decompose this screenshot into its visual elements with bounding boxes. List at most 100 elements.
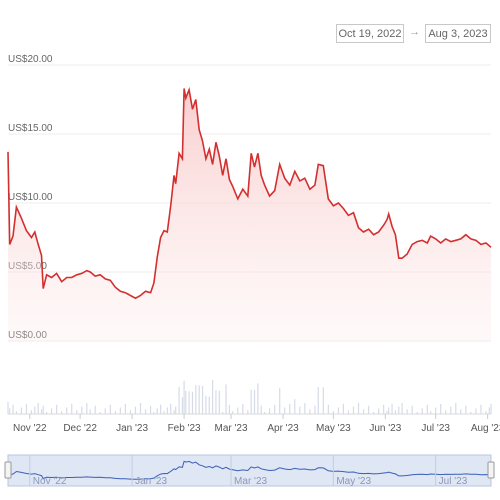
- navigator-window: [7, 454, 492, 487]
- volume-bar: [134, 406, 137, 414]
- volume-bar: [76, 410, 78, 414]
- volume-bar: [232, 411, 234, 414]
- volume-bar: [153, 412, 155, 414]
- volume-bar: [279, 388, 281, 414]
- volume-bar: [450, 406, 452, 414]
- volume-bar: [30, 410, 33, 414]
- x-tick-label: Jun '23: [369, 423, 401, 434]
- volume-bar: [250, 389, 252, 414]
- volume-bar: [9, 408, 11, 414]
- volume-bar: [104, 408, 106, 414]
- volume-bar: [215, 390, 217, 414]
- x-tick-label: Aug '23: [471, 423, 500, 434]
- y-tick-label: US$20.00: [8, 54, 53, 65]
- volume-bar: [416, 412, 418, 414]
- volume-bar: [373, 412, 375, 414]
- volume-bar: [71, 403, 73, 414]
- volume-bar: [294, 399, 296, 414]
- volume-bar: [430, 411, 432, 414]
- volume-bar: [314, 405, 316, 414]
- volume-bar: [242, 403, 244, 414]
- volume-bar: [66, 407, 68, 414]
- volume-bar: [383, 404, 385, 414]
- x-tick-label: Jan '23: [116, 423, 148, 434]
- volume-bar: [470, 412, 472, 414]
- volume-bar: [20, 407, 23, 414]
- volume-bar: [455, 403, 457, 414]
- volume-bar: [460, 409, 462, 414]
- volume-bar: [309, 409, 311, 414]
- volume-bar: [195, 385, 197, 414]
- volume-bar: [185, 391, 187, 414]
- volume-bar: [201, 385, 204, 414]
- date-range-start[interactable]: Oct 19, 2022: [336, 24, 404, 43]
- volume-bar: [269, 408, 271, 414]
- volume-bar: [398, 406, 400, 414]
- volume-bar: [299, 406, 301, 414]
- volume-bar: [183, 380, 185, 414]
- volume-bar: [139, 403, 142, 414]
- volume-bar: [51, 408, 53, 414]
- volume-bar: [15, 411, 17, 414]
- navigator-left-handle[interactable]: [4, 461, 12, 479]
- volume-bar: [440, 403, 442, 414]
- volume-bar: [347, 410, 350, 414]
- volume-bar: [367, 405, 370, 414]
- volume-bar: [156, 408, 158, 414]
- volume-bar: [304, 403, 306, 414]
- navigator-tick-label: Nov '22: [33, 476, 67, 487]
- volume-bar: [40, 409, 43, 414]
- date-range-end[interactable]: Aug 3, 2023: [425, 24, 491, 43]
- navigator-tick-label: Jan '23: [135, 476, 167, 487]
- navigator-right-handle[interactable]: [487, 461, 495, 479]
- volume-bar: [247, 410, 249, 414]
- volume-bar: [352, 406, 355, 414]
- volume-bar: [490, 403, 492, 414]
- volume-bar: [362, 409, 365, 414]
- x-tick-label: Dec '22: [63, 423, 97, 434]
- volume-bar: [99, 412, 101, 414]
- volume-bar: [124, 403, 126, 414]
- volume-bar: [89, 409, 91, 414]
- volume-bars: [7, 380, 492, 414]
- x-tick-label: Jul '23: [421, 423, 450, 434]
- x-tick-label: Nov '22: [13, 423, 47, 434]
- volume-bar: [357, 403, 360, 414]
- volume-bar: [205, 396, 207, 414]
- x-tick-label: Mar '23: [215, 423, 248, 434]
- volume-bar: [170, 403, 172, 414]
- volume-bar: [94, 405, 96, 414]
- x-tick-label: May '23: [316, 423, 351, 434]
- volume-bar: [114, 411, 116, 414]
- volume-bar: [181, 397, 184, 414]
- volume-bar: [388, 407, 390, 414]
- volume-bar: [289, 403, 291, 414]
- price-line: [7, 86, 492, 300]
- volume-bar: [406, 409, 408, 414]
- volume-bar: [12, 404, 14, 414]
- volume-bar: [61, 411, 63, 414]
- x-tick-label: Feb '23: [168, 423, 201, 434]
- y-tick-label: US$10.00: [8, 192, 53, 203]
- volume-bar: [191, 391, 194, 414]
- volume-bar: [175, 406, 177, 414]
- volume-bar: [34, 406, 36, 414]
- volume-bar: [198, 385, 200, 414]
- volume-bar: [317, 387, 319, 414]
- volume-bar: [260, 405, 262, 414]
- navigator-tick-label: May '23: [336, 476, 371, 487]
- volume-bar: [144, 409, 147, 414]
- volume-bar: [274, 404, 276, 414]
- volume-bar: [411, 405, 413, 414]
- navigator-tick-label: Mar '23: [234, 476, 267, 487]
- volume-bar: [378, 408, 380, 414]
- volume-bar: [237, 407, 239, 414]
- volume-bar: [322, 387, 324, 414]
- volume-bar: [253, 390, 256, 414]
- navigator[interactable]: Nov '22 Jan '23 Mar '23 May '23 Jul '23: [4, 454, 495, 487]
- volume-bar: [218, 390, 220, 414]
- date-range-arrow: →: [409, 26, 420, 38]
- price-area: [8, 88, 491, 341]
- volume-bar: [445, 410, 447, 414]
